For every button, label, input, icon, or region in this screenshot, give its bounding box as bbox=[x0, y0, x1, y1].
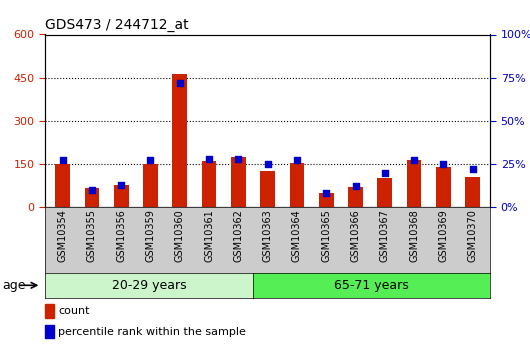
Point bbox=[410, 158, 418, 163]
Point bbox=[322, 190, 331, 196]
Text: GSM10355: GSM10355 bbox=[87, 209, 97, 262]
Point bbox=[469, 166, 477, 172]
Text: 20-29 years: 20-29 years bbox=[112, 279, 186, 292]
Text: GSM10360: GSM10360 bbox=[175, 209, 185, 262]
Point bbox=[87, 187, 96, 193]
Bar bbox=[172, 74, 187, 207]
Point bbox=[263, 161, 272, 167]
Point bbox=[146, 158, 155, 163]
Text: age: age bbox=[3, 279, 26, 292]
Point bbox=[234, 156, 243, 161]
Bar bbox=[45, 304, 55, 317]
Text: GSM10361: GSM10361 bbox=[204, 209, 214, 262]
Text: percentile rank within the sample: percentile rank within the sample bbox=[58, 327, 246, 337]
Bar bbox=[143, 165, 158, 207]
Bar bbox=[114, 186, 128, 207]
Text: GSM10359: GSM10359 bbox=[146, 209, 155, 262]
Bar bbox=[436, 167, 450, 207]
Bar bbox=[348, 187, 363, 207]
Text: GSM10362: GSM10362 bbox=[233, 209, 243, 262]
Bar bbox=[45, 325, 55, 338]
Point bbox=[175, 80, 184, 86]
Text: GSM10366: GSM10366 bbox=[350, 209, 360, 262]
Text: GSM10367: GSM10367 bbox=[380, 209, 390, 262]
Point bbox=[381, 170, 389, 175]
Text: GSM10369: GSM10369 bbox=[438, 209, 448, 262]
Text: GSM10364: GSM10364 bbox=[292, 209, 302, 262]
Point bbox=[205, 156, 213, 161]
Bar bbox=[377, 178, 392, 207]
Text: GSM10370: GSM10370 bbox=[467, 209, 478, 262]
Bar bbox=[231, 157, 246, 207]
Point bbox=[117, 182, 126, 187]
Text: count: count bbox=[58, 306, 90, 316]
Point bbox=[58, 158, 67, 163]
Bar bbox=[85, 188, 99, 207]
Text: GDS473 / 244712_at: GDS473 / 244712_at bbox=[45, 18, 189, 32]
Point bbox=[351, 184, 360, 189]
Text: GSM10356: GSM10356 bbox=[116, 209, 126, 262]
Bar bbox=[319, 193, 333, 207]
Bar bbox=[55, 165, 70, 207]
Bar bbox=[289, 163, 304, 207]
Point bbox=[293, 158, 301, 163]
Text: GSM10365: GSM10365 bbox=[321, 209, 331, 262]
Text: GSM10354: GSM10354 bbox=[58, 209, 68, 262]
Text: 65-71 years: 65-71 years bbox=[334, 279, 409, 292]
Bar bbox=[407, 159, 421, 207]
Bar bbox=[465, 177, 480, 207]
Text: GSM10363: GSM10363 bbox=[263, 209, 272, 262]
Text: GSM10368: GSM10368 bbox=[409, 209, 419, 262]
Point bbox=[439, 161, 448, 167]
Bar bbox=[260, 171, 275, 207]
Bar bbox=[202, 161, 216, 207]
